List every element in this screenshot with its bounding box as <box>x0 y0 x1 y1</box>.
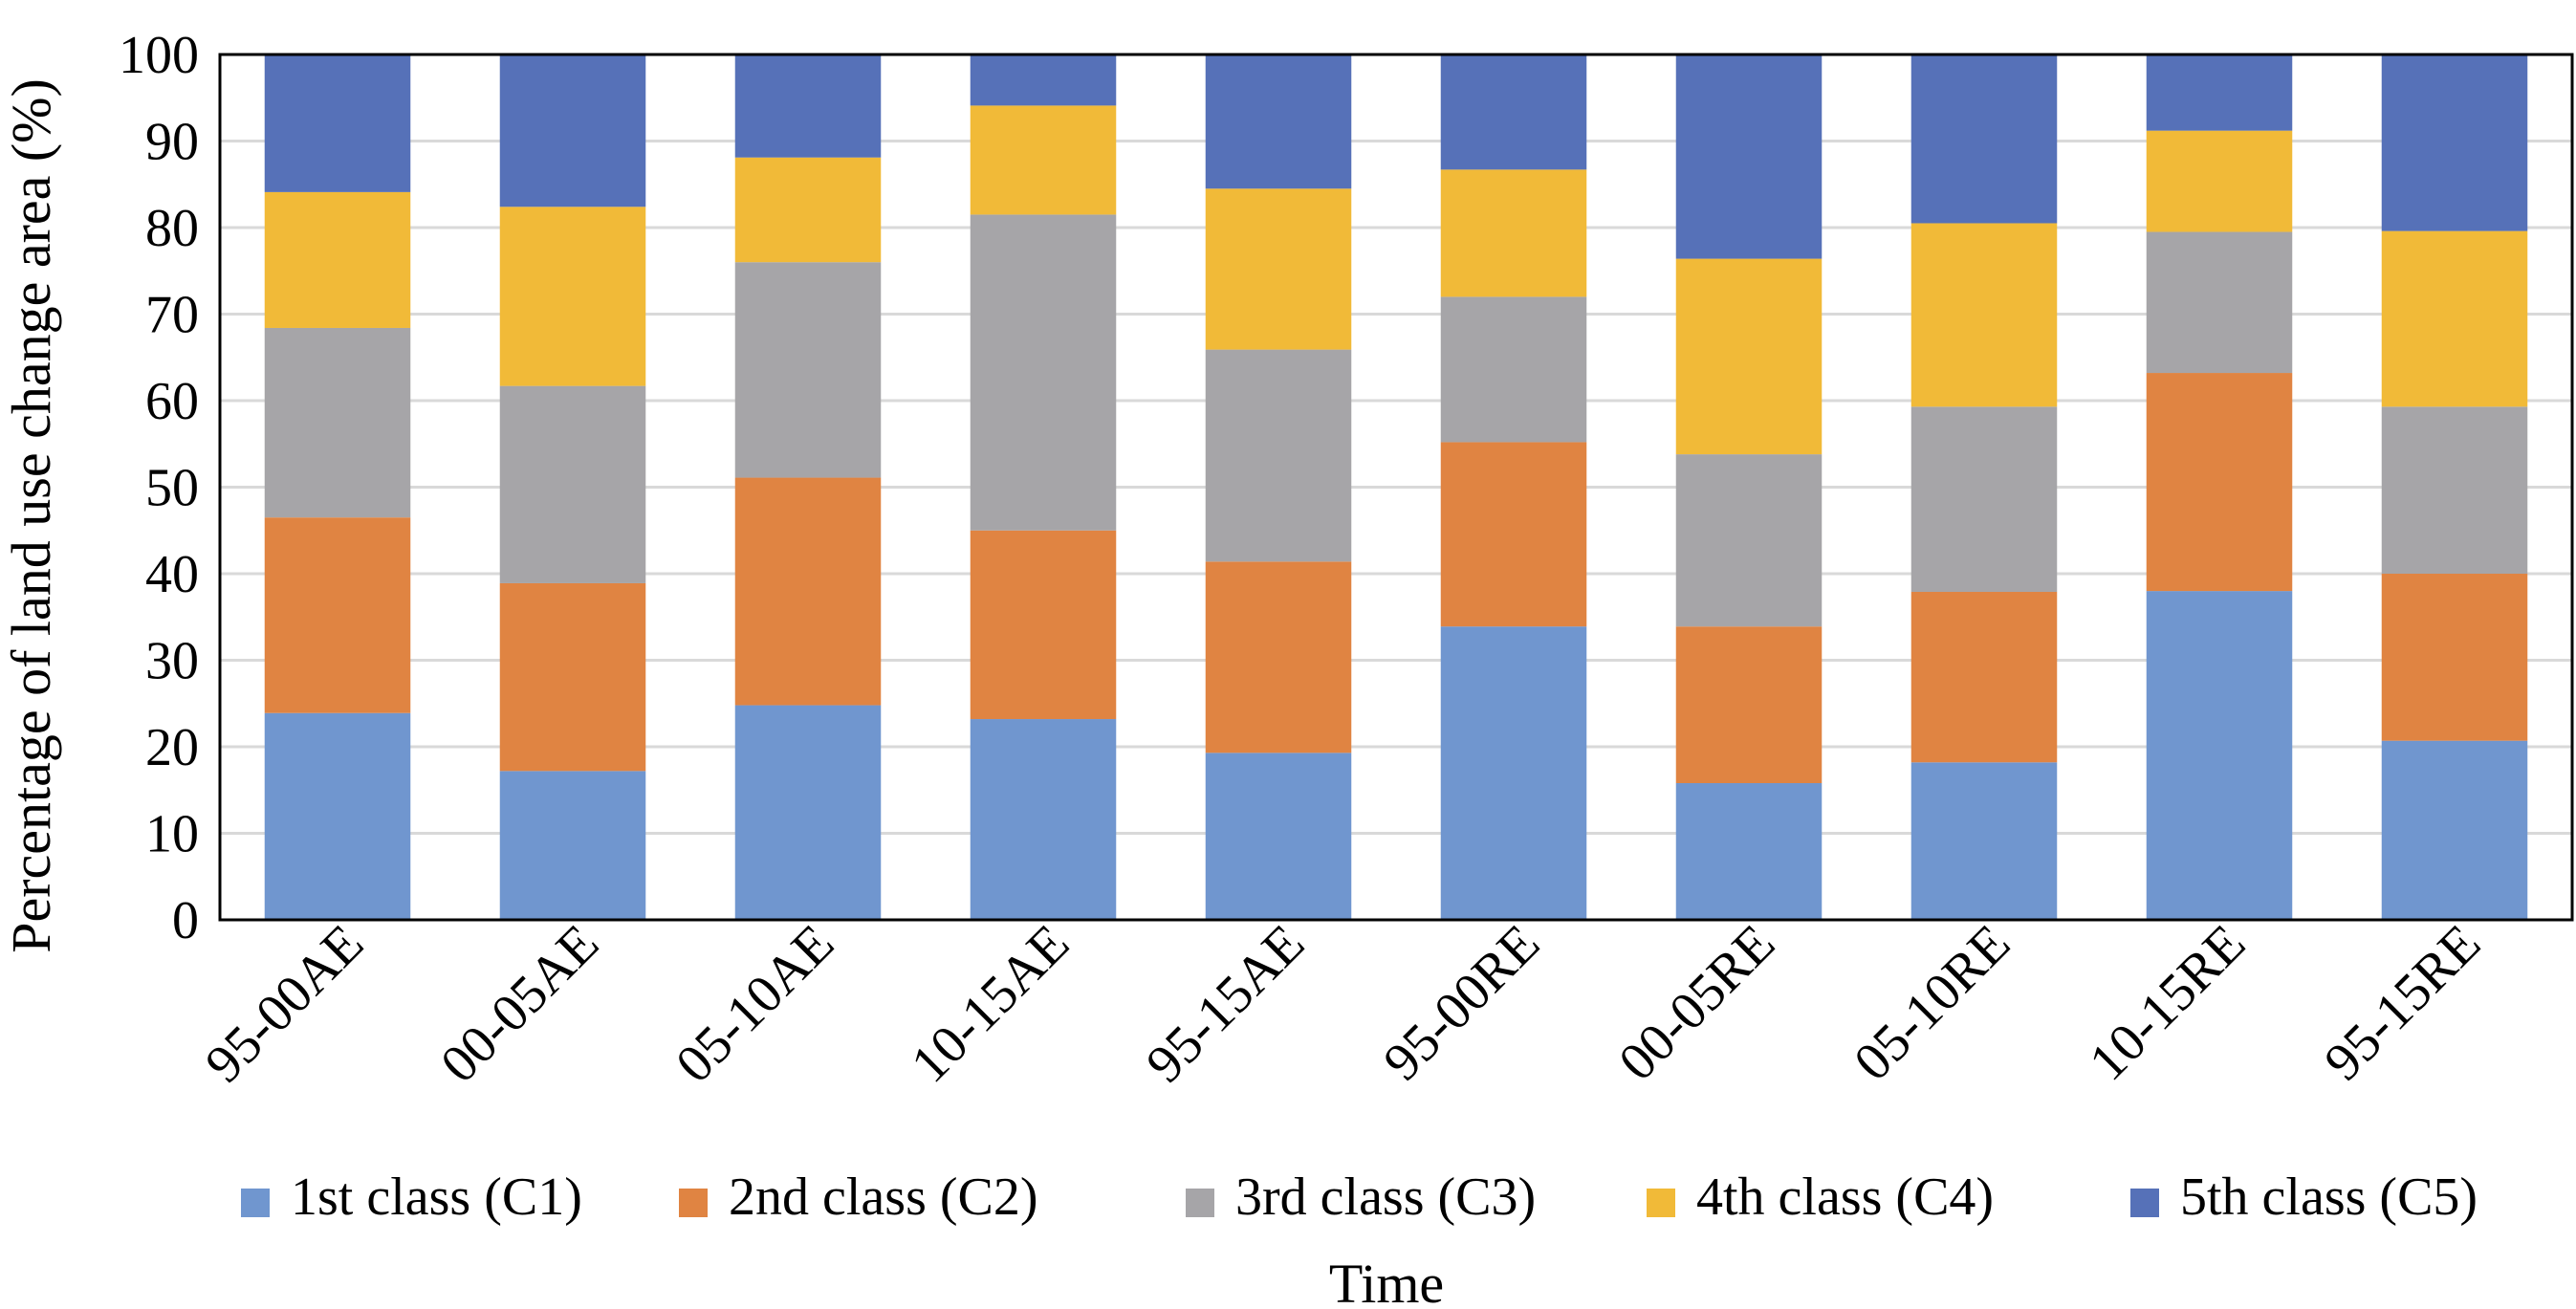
y-tick-label: 10 <box>145 805 199 864</box>
x-axis-title: Time <box>1329 1253 1444 1309</box>
x-tick-label: 95-00RE <box>1372 913 1551 1092</box>
x-tick-label: 10-15AE <box>900 913 1081 1094</box>
bar-segment-c4 <box>734 157 882 263</box>
bar-segment-c3 <box>970 214 1117 531</box>
x-axis-ticks: 95-00AE 00-05AE 05-10AE 10-15AE 95-15AE 95-00… <box>194 913 2492 1094</box>
x-tick-label: 00-05AE <box>429 913 610 1094</box>
bar-segment-c1 <box>1440 626 1587 920</box>
y-axis-ticks: 0 10 20 30 40 50 60 70 80 90 100 <box>119 26 199 950</box>
bar-segment-c4 <box>2381 230 2528 407</box>
bar-segment-c4 <box>499 207 646 386</box>
bar-segment-c3 <box>1205 349 1352 562</box>
bars <box>264 55 2528 920</box>
legend-label-c4: 4th class (C4) <box>1696 1167 1994 1227</box>
legend-swatch-c4 <box>1647 1189 1675 1217</box>
x-tick-label: 95-00AE <box>194 913 375 1094</box>
legend-swatch-c5 <box>2130 1189 2159 1217</box>
bar-segment-c3 <box>734 262 882 478</box>
y-tick-label: 50 <box>145 459 199 518</box>
y-tick-label: 90 <box>145 113 199 172</box>
bar-segment-c5 <box>2381 55 2528 231</box>
bar-segment-c2 <box>2381 574 2528 741</box>
bar-segment-c5 <box>734 55 882 158</box>
bar-segment-c4 <box>264 191 411 328</box>
bar-segment-c4 <box>970 105 1117 215</box>
bar-segment-c1 <box>1205 753 1352 920</box>
bar-segment-c3 <box>499 385 646 583</box>
legend-label-c2: 2nd class (C2) <box>729 1167 1038 1227</box>
x-tick-label: 95-15RE <box>2313 913 2492 1092</box>
legend-swatch-c1 <box>241 1189 270 1217</box>
bar-segment-c5 <box>1910 55 2058 224</box>
bar-segment-c1 <box>499 771 646 920</box>
bar-segment-c2 <box>734 477 882 706</box>
bar-segment-c5 <box>970 55 1117 106</box>
y-tick-label: 0 <box>172 891 199 950</box>
bar-segment-c1 <box>264 712 411 920</box>
bar-segment-c3 <box>2146 231 2293 374</box>
bar-segment-c1 <box>734 705 882 920</box>
bar-segment-c3 <box>1675 454 1823 627</box>
bar-segment-c2 <box>970 530 1117 720</box>
legend-swatch-c2 <box>679 1189 708 1217</box>
bar-segment-c5 <box>1440 55 1587 170</box>
bar-segment-c5 <box>1205 55 1352 189</box>
x-tick-label: 05-10AE <box>665 913 845 1094</box>
bar-segment-c4 <box>1675 258 1823 455</box>
plot-area-border <box>218 53 2574 922</box>
bar-segment-c3 <box>1440 296 1587 443</box>
legend-swatch-c3 <box>1186 1189 1214 1217</box>
bar-segment-c2 <box>1675 626 1823 784</box>
y-tick-label: 40 <box>145 545 199 604</box>
bar-segment-c4 <box>1910 223 2058 407</box>
legend-label-c5: 5th class (C5) <box>2180 1167 2478 1227</box>
bar-segment-c1 <box>1910 762 2058 920</box>
y-tick-label: 70 <box>145 286 199 345</box>
bar-segment-c2 <box>264 517 411 713</box>
y-tick-label: 80 <box>145 199 199 258</box>
bar-segment-c4 <box>1440 169 1587 297</box>
y-axis-title: Percentage of land use change area (%) <box>0 78 62 953</box>
bar-segment-c2 <box>2146 373 2293 592</box>
bar-segment-c5 <box>499 55 646 207</box>
bar-segment-c2 <box>1440 442 1587 627</box>
x-tick-label: 95-15AE <box>1135 913 1316 1094</box>
bar-segment-c1 <box>2146 591 2293 920</box>
bar-segment-c2 <box>1910 592 2058 763</box>
x-tick-label: 00-05RE <box>1607 913 1786 1092</box>
legend-label-c3: 3rd class (C3) <box>1235 1167 1536 1227</box>
x-tick-label: 10-15RE <box>2078 913 2257 1092</box>
bar-segment-c1 <box>1675 783 1823 920</box>
bar-segment-c2 <box>1205 561 1352 753</box>
bar-segment-c2 <box>499 582 646 772</box>
y-tick-label: 30 <box>145 632 199 691</box>
y-tick-label: 60 <box>145 372 199 431</box>
y-tick-label: 20 <box>145 718 199 777</box>
bar-segment-c3 <box>264 327 411 518</box>
bar-segment-c1 <box>2381 740 2528 920</box>
y-tick-label: 100 <box>119 26 199 85</box>
bar-segment-c3 <box>2381 406 2528 574</box>
bar-segment-c5 <box>2146 55 2293 131</box>
bar-segment-c1 <box>970 719 1117 920</box>
legend-label-c1: 1st class (C1) <box>291 1167 582 1227</box>
bar-segment-c5 <box>264 55 411 192</box>
bar-segment-c5 <box>1675 55 1823 259</box>
bar-segment-c3 <box>1910 406 2058 593</box>
bar-segment-c4 <box>2146 130 2293 232</box>
legend: 1st class (C1) 2nd class (C2) 3rd class (C… <box>241 1167 2478 1227</box>
bar-segment-c4 <box>1205 188 1352 350</box>
x-tick-label: 05-10RE <box>1843 913 2021 1092</box>
